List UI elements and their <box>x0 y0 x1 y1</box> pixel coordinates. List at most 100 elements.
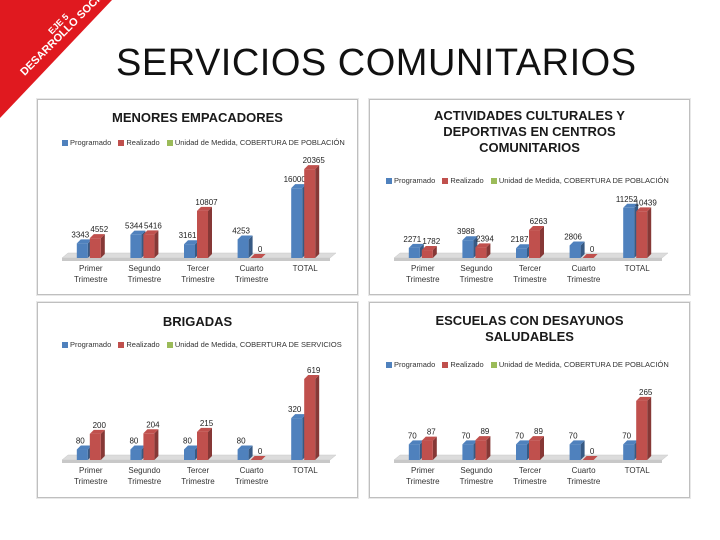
bar-programado-4 <box>291 184 307 258</box>
bar-face <box>304 378 316 460</box>
chart-title-line-1: ESCUELAS CON DESAYUNOS <box>435 313 624 328</box>
bar-programado-3 <box>569 440 585 460</box>
legend-label-unidad: Unidad de Medida, COBERTURA DE SERVICIOS <box>174 340 342 349</box>
bar-realizado-4 <box>636 396 652 460</box>
chart-legend: Programado Realizado Unidad de Medida, C… <box>62 340 347 349</box>
data-label: 80 <box>76 437 85 446</box>
chart-title: MENORES EMPACADORES <box>112 110 283 125</box>
bar-side <box>315 165 320 258</box>
bar-side <box>432 436 437 460</box>
category-label: Trimestre <box>235 477 269 486</box>
bar-face <box>197 431 208 460</box>
data-label: 10807 <box>195 198 218 207</box>
bar-top <box>529 226 544 231</box>
chart-title-line-2: SALUDABLES <box>485 329 574 344</box>
chart-title: BRIGADAS <box>162 314 233 329</box>
legend-swatch-programado <box>386 362 392 369</box>
bar-side <box>100 429 105 460</box>
bar-top <box>462 236 478 241</box>
bar-face <box>250 254 266 258</box>
category-label: Trimestre <box>513 477 547 486</box>
bar-top <box>291 184 307 189</box>
data-label: 3988 <box>457 227 475 236</box>
chart-floor-edge <box>62 460 330 463</box>
bar-programado-4 <box>623 440 639 460</box>
bar-top <box>237 445 253 450</box>
bar-side <box>486 436 491 460</box>
legend-label-unidad: Unidad de Medida, COBERTURA DE POBLACIÓN <box>498 360 669 369</box>
bar-programado-1 <box>130 230 146 258</box>
bar-realizado-0 <box>421 246 437 258</box>
data-label: 320 <box>288 405 302 414</box>
bar-face <box>143 433 155 460</box>
bar-top <box>569 241 585 246</box>
bar-programado-0 <box>408 440 424 460</box>
data-label: 4253 <box>232 226 250 235</box>
bar-top <box>304 374 320 379</box>
chart-title-line-3: COMUNITARIOS <box>479 140 580 155</box>
chart-legend: Programado Realizado Unidad de Medida, C… <box>62 138 350 147</box>
bar-realizado-3 <box>582 254 598 258</box>
bar-realizado-1 <box>143 429 159 460</box>
category-label: Primer <box>79 466 103 475</box>
bar-programado-3 <box>237 445 253 460</box>
category-label: Trimestre <box>74 275 108 284</box>
bar-top <box>130 230 146 235</box>
bar-realizado-0 <box>89 234 105 258</box>
data-label: 1782 <box>422 237 440 246</box>
bar-top <box>197 427 212 432</box>
data-label: 2806 <box>564 232 582 241</box>
data-label: 6263 <box>530 217 548 226</box>
bar-top <box>529 436 544 441</box>
category-label: Tercer <box>187 264 210 273</box>
legend-swatch-programado <box>386 178 392 185</box>
bar-face <box>475 247 487 258</box>
category-label: TOTAL <box>293 466 319 475</box>
legend-swatch-programado <box>62 140 68 147</box>
legend-label-programado: Programado <box>70 340 112 349</box>
bar-realizado-0 <box>89 429 105 460</box>
bar-programado-3 <box>569 241 585 258</box>
bar-top <box>516 244 531 249</box>
bar-face <box>130 449 142 460</box>
bar-face <box>462 444 474 460</box>
legend-swatch-realizado <box>442 362 449 369</box>
legend-label-unidad: Unidad de Medida, COBERTURA DE POBLACIÓN <box>174 138 345 147</box>
bar-side <box>540 226 544 258</box>
bar-face <box>237 239 249 258</box>
category-label: Primer <box>411 264 435 273</box>
bar-face <box>89 238 101 258</box>
bar-face <box>569 245 581 258</box>
data-label: 619 <box>307 366 321 375</box>
legend-label-programado: Programado <box>70 138 112 147</box>
category-label: TOTAL <box>293 264 319 273</box>
bar-side <box>580 440 585 460</box>
bar-programado-0 <box>76 445 92 460</box>
bar-face <box>623 207 635 258</box>
bar-realizado-2 <box>197 427 212 460</box>
legend-swatch-realizado <box>118 140 125 147</box>
bar-programado-1 <box>130 445 146 460</box>
category-label: Trimestre <box>74 477 108 486</box>
category-label: Trimestre <box>406 477 440 486</box>
bar-programado-2 <box>184 445 199 460</box>
bar-top <box>237 235 253 240</box>
bar-side <box>315 374 320 460</box>
data-label: 70 <box>515 431 524 440</box>
bar-top <box>130 445 146 450</box>
category-label: Tercer <box>519 264 542 273</box>
bar-face <box>421 250 433 258</box>
chart-title: ACTIVIDADES CULTURALES Y DEPORTIVAS EN C… <box>370 108 689 156</box>
data-label: 3343 <box>71 230 89 239</box>
bar-face <box>421 440 433 460</box>
bar-face <box>516 444 527 460</box>
bar-top <box>408 243 424 248</box>
bar-top <box>475 243 491 248</box>
chart-legend: Programado Realizado Unidad de Medida, C… <box>386 176 674 185</box>
bar-face <box>636 211 648 258</box>
bar-face <box>475 440 487 460</box>
bar-realizado-3 <box>250 456 266 460</box>
bar-face <box>184 244 195 258</box>
bar-realizado-2 <box>529 436 544 460</box>
